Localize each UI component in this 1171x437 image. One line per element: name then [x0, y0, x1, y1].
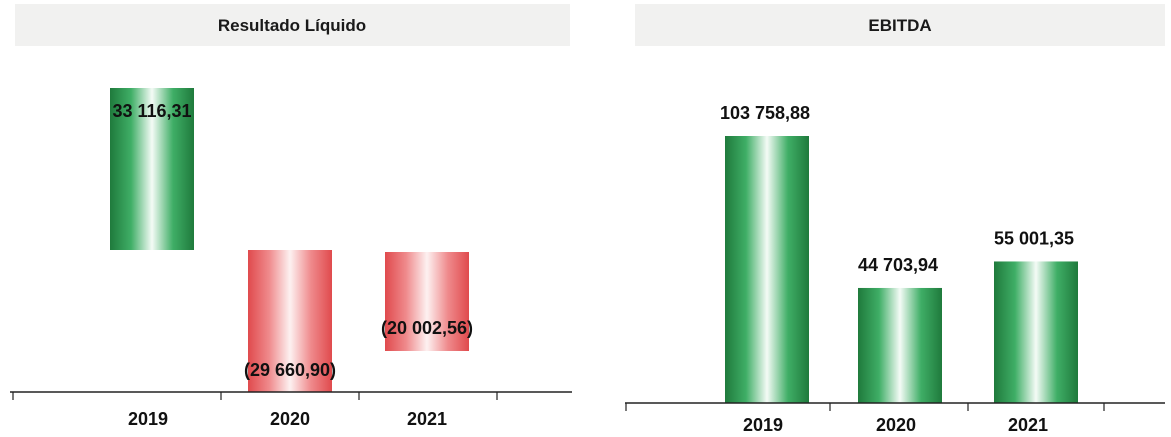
data-label-2020: (29 660,90): [244, 360, 336, 380]
chart-resultado-liquido: Resultado Líquido 33 116,31 (29 660,90) (2…: [10, 4, 572, 429]
tick-marks-right: [625, 403, 1105, 411]
chart-ebitda: EBITDA 103 758,88 44 703,94 55 001,35 2019…: [625, 4, 1165, 435]
title-band-left: [15, 4, 570, 46]
bars-right: [725, 136, 1078, 403]
bar-2021: [385, 252, 469, 351]
x-tick-labels-left: 2019 2020 2021: [128, 409, 447, 429]
bar-2020: [858, 287, 942, 403]
x-tick-labels-right: 2019 2020 2021: [743, 415, 1048, 435]
x-tick-label-2021: 2021: [1008, 415, 1048, 435]
chart-title-right: EBITDA: [868, 16, 931, 35]
tick-marks-left: [12, 392, 498, 400]
bar-2019: [110, 88, 194, 250]
bar-2021: [994, 261, 1078, 403]
x-tick-label-2020: 2020: [876, 415, 916, 435]
data-label-2020: 44 703,94: [858, 255, 938, 275]
data-label-2019: 103 758,88: [720, 103, 810, 123]
bar-2020: [248, 250, 332, 392]
bars-left: [110, 88, 469, 392]
data-label-2021: 55 001,35: [994, 228, 1074, 248]
data-labels-right: 103 758,88 44 703,94 55 001,35: [720, 103, 1074, 275]
bar-2019: [725, 136, 809, 403]
x-tick-label-2020: 2020: [270, 409, 310, 429]
data-labels-left: 33 116,31 (29 660,90) (20 002,56): [112, 101, 473, 380]
x-tick-label-2021: 2021: [407, 409, 447, 429]
data-label-2021: (20 002,56): [381, 318, 473, 338]
title-band-right: [635, 4, 1165, 46]
data-label-2019: 33 116,31: [112, 101, 191, 121]
chart-title-left: Resultado Líquido: [218, 16, 366, 35]
x-tick-label-2019: 2019: [128, 409, 168, 429]
x-tick-label-2019: 2019: [743, 415, 783, 435]
